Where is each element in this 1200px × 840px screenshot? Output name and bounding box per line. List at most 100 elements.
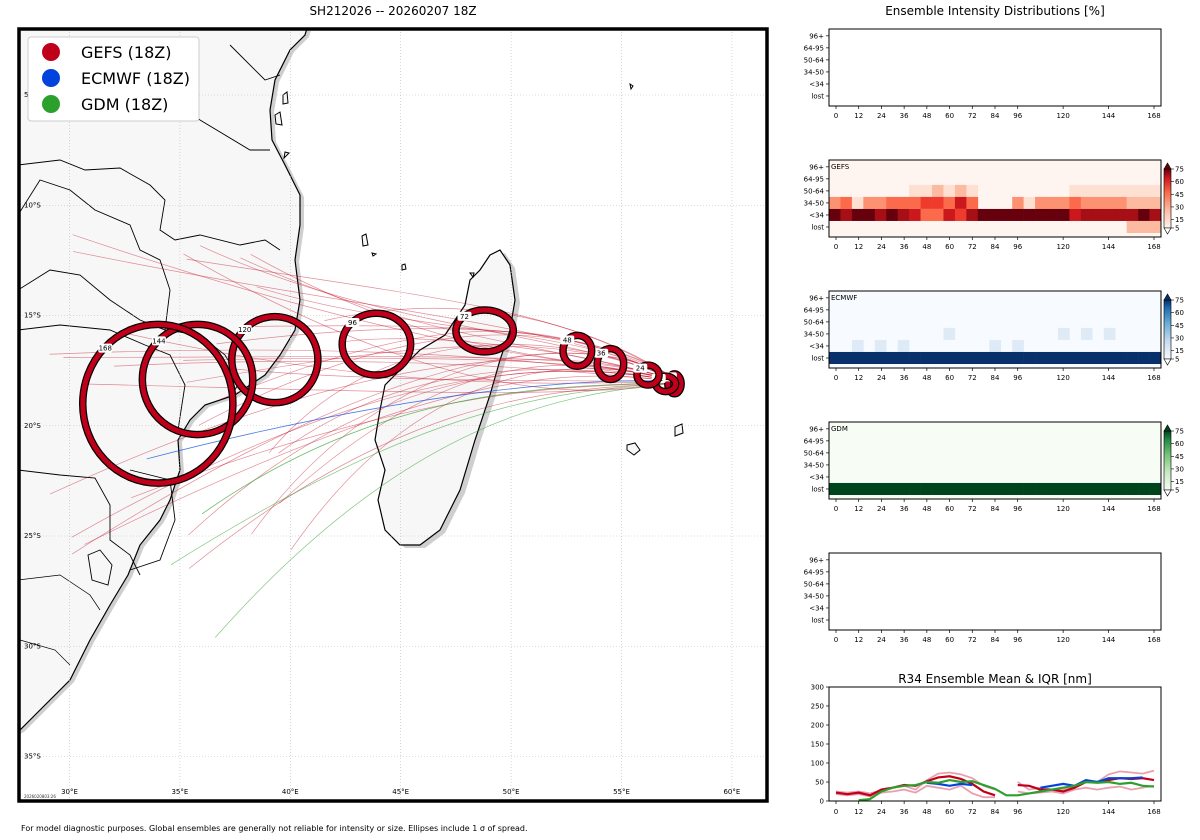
heatmap-cell: [897, 351, 910, 364]
heatmap-cell: [897, 339, 910, 352]
heatmap-cell: [966, 482, 979, 495]
ellipse-hour-48: [560, 332, 595, 369]
lat-tick-label: 20°S: [24, 422, 41, 430]
heatmap-cell: [909, 196, 921, 209]
category-label: 50-64: [804, 449, 825, 457]
heatmap-cell: [1115, 208, 1127, 221]
heatmap-cell: [1057, 351, 1070, 364]
r34-x-tick-label: 168: [1147, 808, 1160, 816]
hour-label: 12: [854, 374, 863, 382]
category-label: lost: [811, 354, 824, 362]
footer-note: For model diagnostic purposes. Global en…: [21, 824, 528, 833]
category-label: <34: [809, 211, 824, 219]
heatmap-cell: [1126, 184, 1139, 197]
hour-label: 60: [945, 112, 954, 120]
category-label: 64-95: [804, 437, 824, 445]
hour-label: 144: [1102, 636, 1116, 644]
r34-y-tick-label: 100: [811, 760, 824, 768]
colorbar-tick-label: 60: [1175, 440, 1184, 448]
hour-label: 0: [834, 636, 838, 644]
lon-tick-label: 50°E: [503, 788, 520, 796]
heatmap-cell: [874, 339, 887, 352]
heatmap-cell: [1046, 482, 1059, 495]
category-label: 64-95: [804, 568, 824, 576]
ensemble-track: [251, 352, 680, 535]
colorbar-tick-label: 30: [1175, 334, 1184, 342]
category-label: 64-95: [804, 44, 824, 52]
category-label: 34-50: [804, 330, 824, 338]
heatmap-cell: [851, 208, 864, 221]
ensemble-track: [268, 344, 680, 454]
category-label: 34-50: [804, 68, 824, 76]
ellipse-label: 36: [594, 348, 609, 358]
panel-model-label: GDM: [831, 425, 848, 433]
ellipse-hour-168: [80, 321, 236, 486]
colorbar-tick-label: 5: [1175, 487, 1179, 495]
hour-label: 24: [877, 636, 886, 644]
lon-tick-label: 45°E: [392, 788, 409, 796]
r34-series-4: [858, 778, 1155, 802]
heatmap-cell: [1057, 482, 1070, 495]
hour-label: 48: [922, 636, 931, 644]
hour-label: 84: [991, 374, 1000, 382]
legend-box: [27, 36, 200, 122]
lat-tick-label: 25°S: [24, 532, 41, 540]
ellipse-hour-label: 24: [636, 365, 645, 373]
heatmap-cell: [863, 208, 876, 221]
colorbar-max-arrow: [1163, 293, 1172, 301]
r34-y-tick-label: 50: [815, 779, 824, 787]
ellipse-hour-label: 48: [563, 336, 572, 344]
r34-x-tick-label: 84: [991, 808, 1000, 816]
colorbar-tick-label: 75: [1175, 166, 1184, 174]
r34-x-tick-label: 48: [922, 808, 931, 816]
category-label: 64-95: [804, 306, 824, 314]
ellipse-label: 144: [151, 336, 166, 346]
r34-plot-bg: [829, 687, 1161, 801]
hour-label: 36: [900, 243, 909, 251]
heatmap-cell: [909, 482, 921, 495]
ensemble-track: [250, 254, 679, 382]
heatmap-cell: [1035, 482, 1047, 495]
hour-label: 60: [945, 505, 954, 513]
ensemble-track: [49, 349, 679, 382]
category-label: 50-64: [804, 580, 825, 588]
heatmap-cell: [932, 482, 944, 495]
ensemble-track: [255, 325, 680, 382]
hour-label: 48: [922, 505, 931, 513]
panel-bg: [829, 553, 1161, 630]
heatmap-cell: [829, 208, 841, 221]
category-label: <34: [809, 604, 824, 612]
heatmap-cell: [977, 351, 990, 364]
colorbar-tick-label: 30: [1175, 465, 1184, 473]
heatmap-cell: [1103, 196, 1116, 209]
heatmap-cell: [863, 482, 876, 495]
heatmap-cell: [897, 482, 910, 495]
colorbar-tick-label: 5: [1175, 225, 1179, 233]
heatmap-cell: [1046, 196, 1059, 209]
hour-label: 48: [922, 112, 931, 120]
heatmap-cell: [1126, 351, 1139, 364]
heatmap-cell: [1092, 482, 1105, 495]
heatmap-cell: [943, 351, 956, 364]
heatmap-cell: [966, 184, 979, 197]
r34-title: R34 Ensemble Mean & IQR [nm]: [898, 672, 1092, 686]
heatmap-cell: [1069, 208, 1082, 221]
category-label: 34-50: [804, 461, 824, 469]
lon-tick-label: 55°E: [613, 788, 630, 796]
lon-tick-label: 30°E: [61, 788, 78, 796]
hour-label: 84: [991, 112, 1000, 120]
heatmap-cell: [989, 339, 1002, 352]
r34-y-tick-label: 250: [811, 703, 824, 711]
hour-label: 60: [945, 243, 954, 251]
hour-label: 168: [1147, 243, 1160, 251]
category-label: 96+: [809, 32, 824, 40]
heatmap-cell: [1069, 351, 1082, 364]
hour-label: 168: [1147, 374, 1160, 382]
heatmap-cell: [932, 208, 944, 221]
hour-label: 120: [1056, 636, 1069, 644]
hour-label: 12: [854, 243, 863, 251]
colorbar-max-arrow: [1163, 424, 1172, 432]
ellipse-hour-label: 120: [238, 326, 251, 334]
ellipse-label: 48: [560, 335, 575, 345]
ensemble-track: [256, 286, 680, 382]
